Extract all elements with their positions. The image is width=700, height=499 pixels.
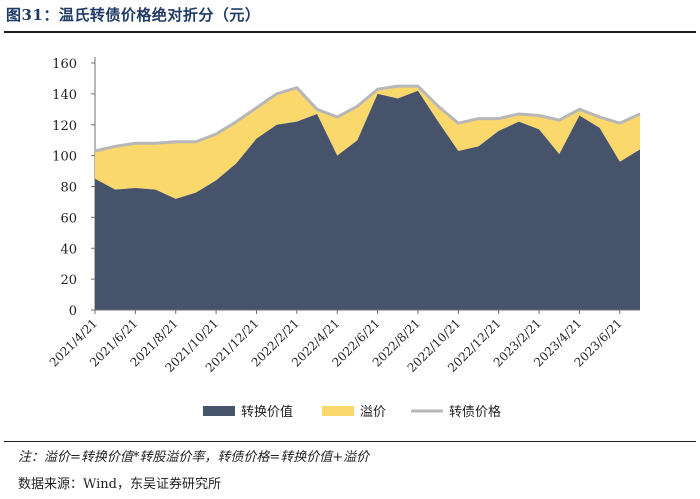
plot-area: [94, 84, 641, 310]
series-premium-area: [95, 86, 640, 199]
legend-label: 转换价值: [241, 404, 293, 420]
legend: 转换价值 溢价 转债价格: [203, 404, 501, 420]
y-tick-label: 0: [69, 304, 77, 319]
footnote: 注：溢价=转换价值*转股溢价率，转债价格=转换价值+溢价: [18, 450, 370, 465]
y-tick-label: 120: [52, 119, 77, 134]
legend-label: 转债价格: [449, 404, 501, 420]
y-axis: 0 20 40 60 80 100 120 140 160: [52, 57, 96, 319]
data-source: 数据来源：Wind，东吴证券研究所: [18, 477, 221, 492]
note-divider: [4, 441, 696, 442]
y-tick-label: 160: [52, 57, 77, 72]
legend-label: 溢价: [360, 405, 386, 420]
legend-swatch: [322, 406, 354, 416]
y-tick-label: 100: [52, 150, 77, 165]
y-tick-label: 80: [60, 181, 77, 196]
y-tick-label: 140: [52, 88, 77, 103]
stacked-area-chart: 0 20 40 60 80 100 120 140 160 2021/4/212021/6/21…: [47, 57, 641, 420]
y-tick-label: 60: [60, 211, 77, 226]
y-tick-label: 40: [60, 242, 77, 257]
title-divider: [4, 31, 696, 33]
y-tick-label: 20: [60, 273, 77, 288]
series-conversion-value-area: [95, 90, 640, 310]
chart-title: 图31：温氏转债价格绝对折分（元）: [6, 6, 261, 24]
legend-swatch: [203, 406, 235, 416]
x-axis: 2021/4/212021/6/212021/8/212021/10/21202…: [47, 309, 640, 375]
series-bond-price-line: [94, 84, 641, 153]
